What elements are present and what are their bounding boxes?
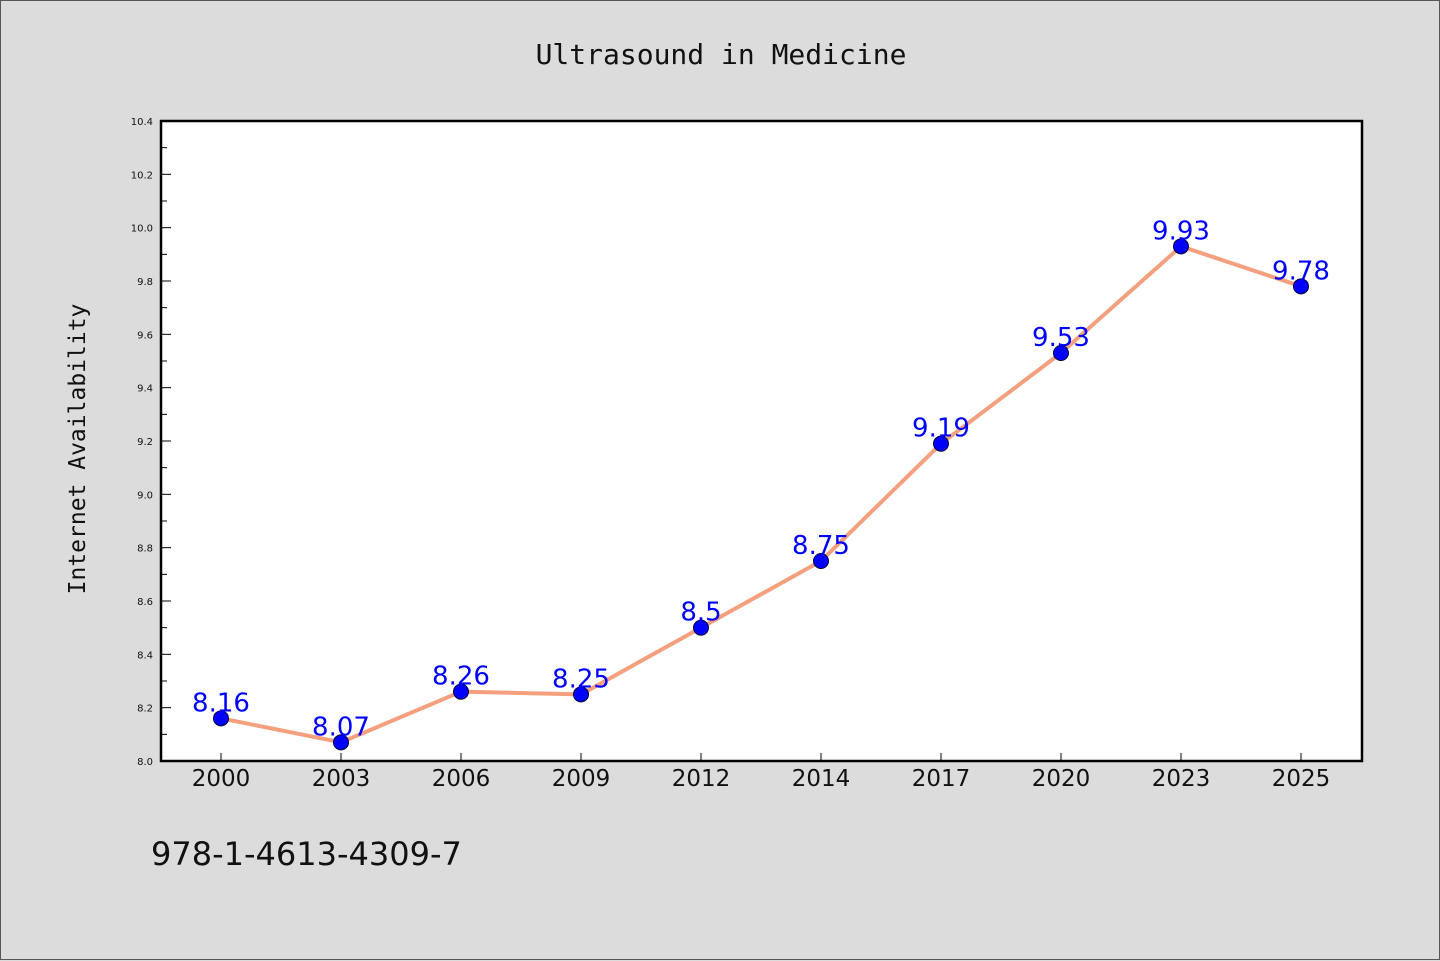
data-label: 9.78 [1272,256,1330,286]
data-point [453,683,469,700]
data-point [1293,278,1309,295]
isbn-text: 978-1-4613-4309-7 [151,835,462,873]
x-tick-label: 2006 [432,766,491,792]
x-tick-label: 2014 [792,766,851,792]
y-tick-label: 8.0 [137,757,153,768]
data-point [813,553,829,569]
data-point [933,435,949,452]
data-label: 8.25 [552,664,610,694]
y-tick-label: 10.4 [131,117,153,128]
data-point [213,710,229,727]
data-label: 8.26 [432,662,490,692]
data-point [333,734,349,751]
data-label: 9.93 [1152,216,1210,246]
y-axis: 8.0 8.2 8.4 8.6 8.8 9.0 9.2 9.4 9.6 9.8 10.0 10.2 10… [131,117,171,768]
data-label: 9.53 [1032,323,1090,353]
x-tick-label: 2025 [1272,766,1331,792]
series-line [220,244,1302,745]
data-point [1053,345,1069,361]
y-tick-label: 9.0 [137,490,153,501]
y-tick-label: 9.4 [137,384,153,395]
x-tick-label: 2020 [1032,766,1091,792]
chart-title: Ultrasound in Medicine [536,38,907,71]
x-axis: 2000 2003 2006 2009 2012 2014 2017 2020 2023 2025 [192,753,1331,792]
y-tick-label: 8.2 [137,704,153,715]
x-tick-label: 2012 [672,766,731,792]
y-tick-label: 10.2 [131,170,153,181]
x-tick-label: 2003 [312,766,371,792]
x-tick-label: 2009 [552,766,611,792]
data-label: 8.07 [312,712,370,742]
data-point [693,619,709,636]
y-axis-label: Internet Availability [65,304,91,595]
data-label: 8.75 [792,531,850,561]
y-tick-label: 9.6 [137,330,153,341]
series-polyline [220,244,1302,745]
y-tick-label: 8.4 [137,650,153,661]
x-tick-label: 2023 [1152,766,1211,792]
data-label: 8.5 [680,598,721,628]
y-tick-label: 9.2 [137,437,153,448]
data-label: 9.19 [912,414,970,444]
plot-area [161,121,1362,761]
data-point [1173,238,1189,255]
data-labels: 8.16 8.07 8.26 8.25 8.5 8.75 9.19 9.53 9.93 9.78 [192,216,1330,742]
y-tick-label: 9.8 [137,277,153,288]
plot-border [159,119,1364,763]
y-tick-label: 8.6 [137,597,153,608]
data-label: 8.16 [192,688,250,718]
x-tick-label: 2017 [912,766,971,792]
data-point [573,686,589,703]
series-markers [213,238,1309,751]
x-tick-label: 2000 [192,766,251,792]
y-tick-label: 8.8 [137,544,153,555]
y-tick-label: 10.0 [131,224,153,235]
